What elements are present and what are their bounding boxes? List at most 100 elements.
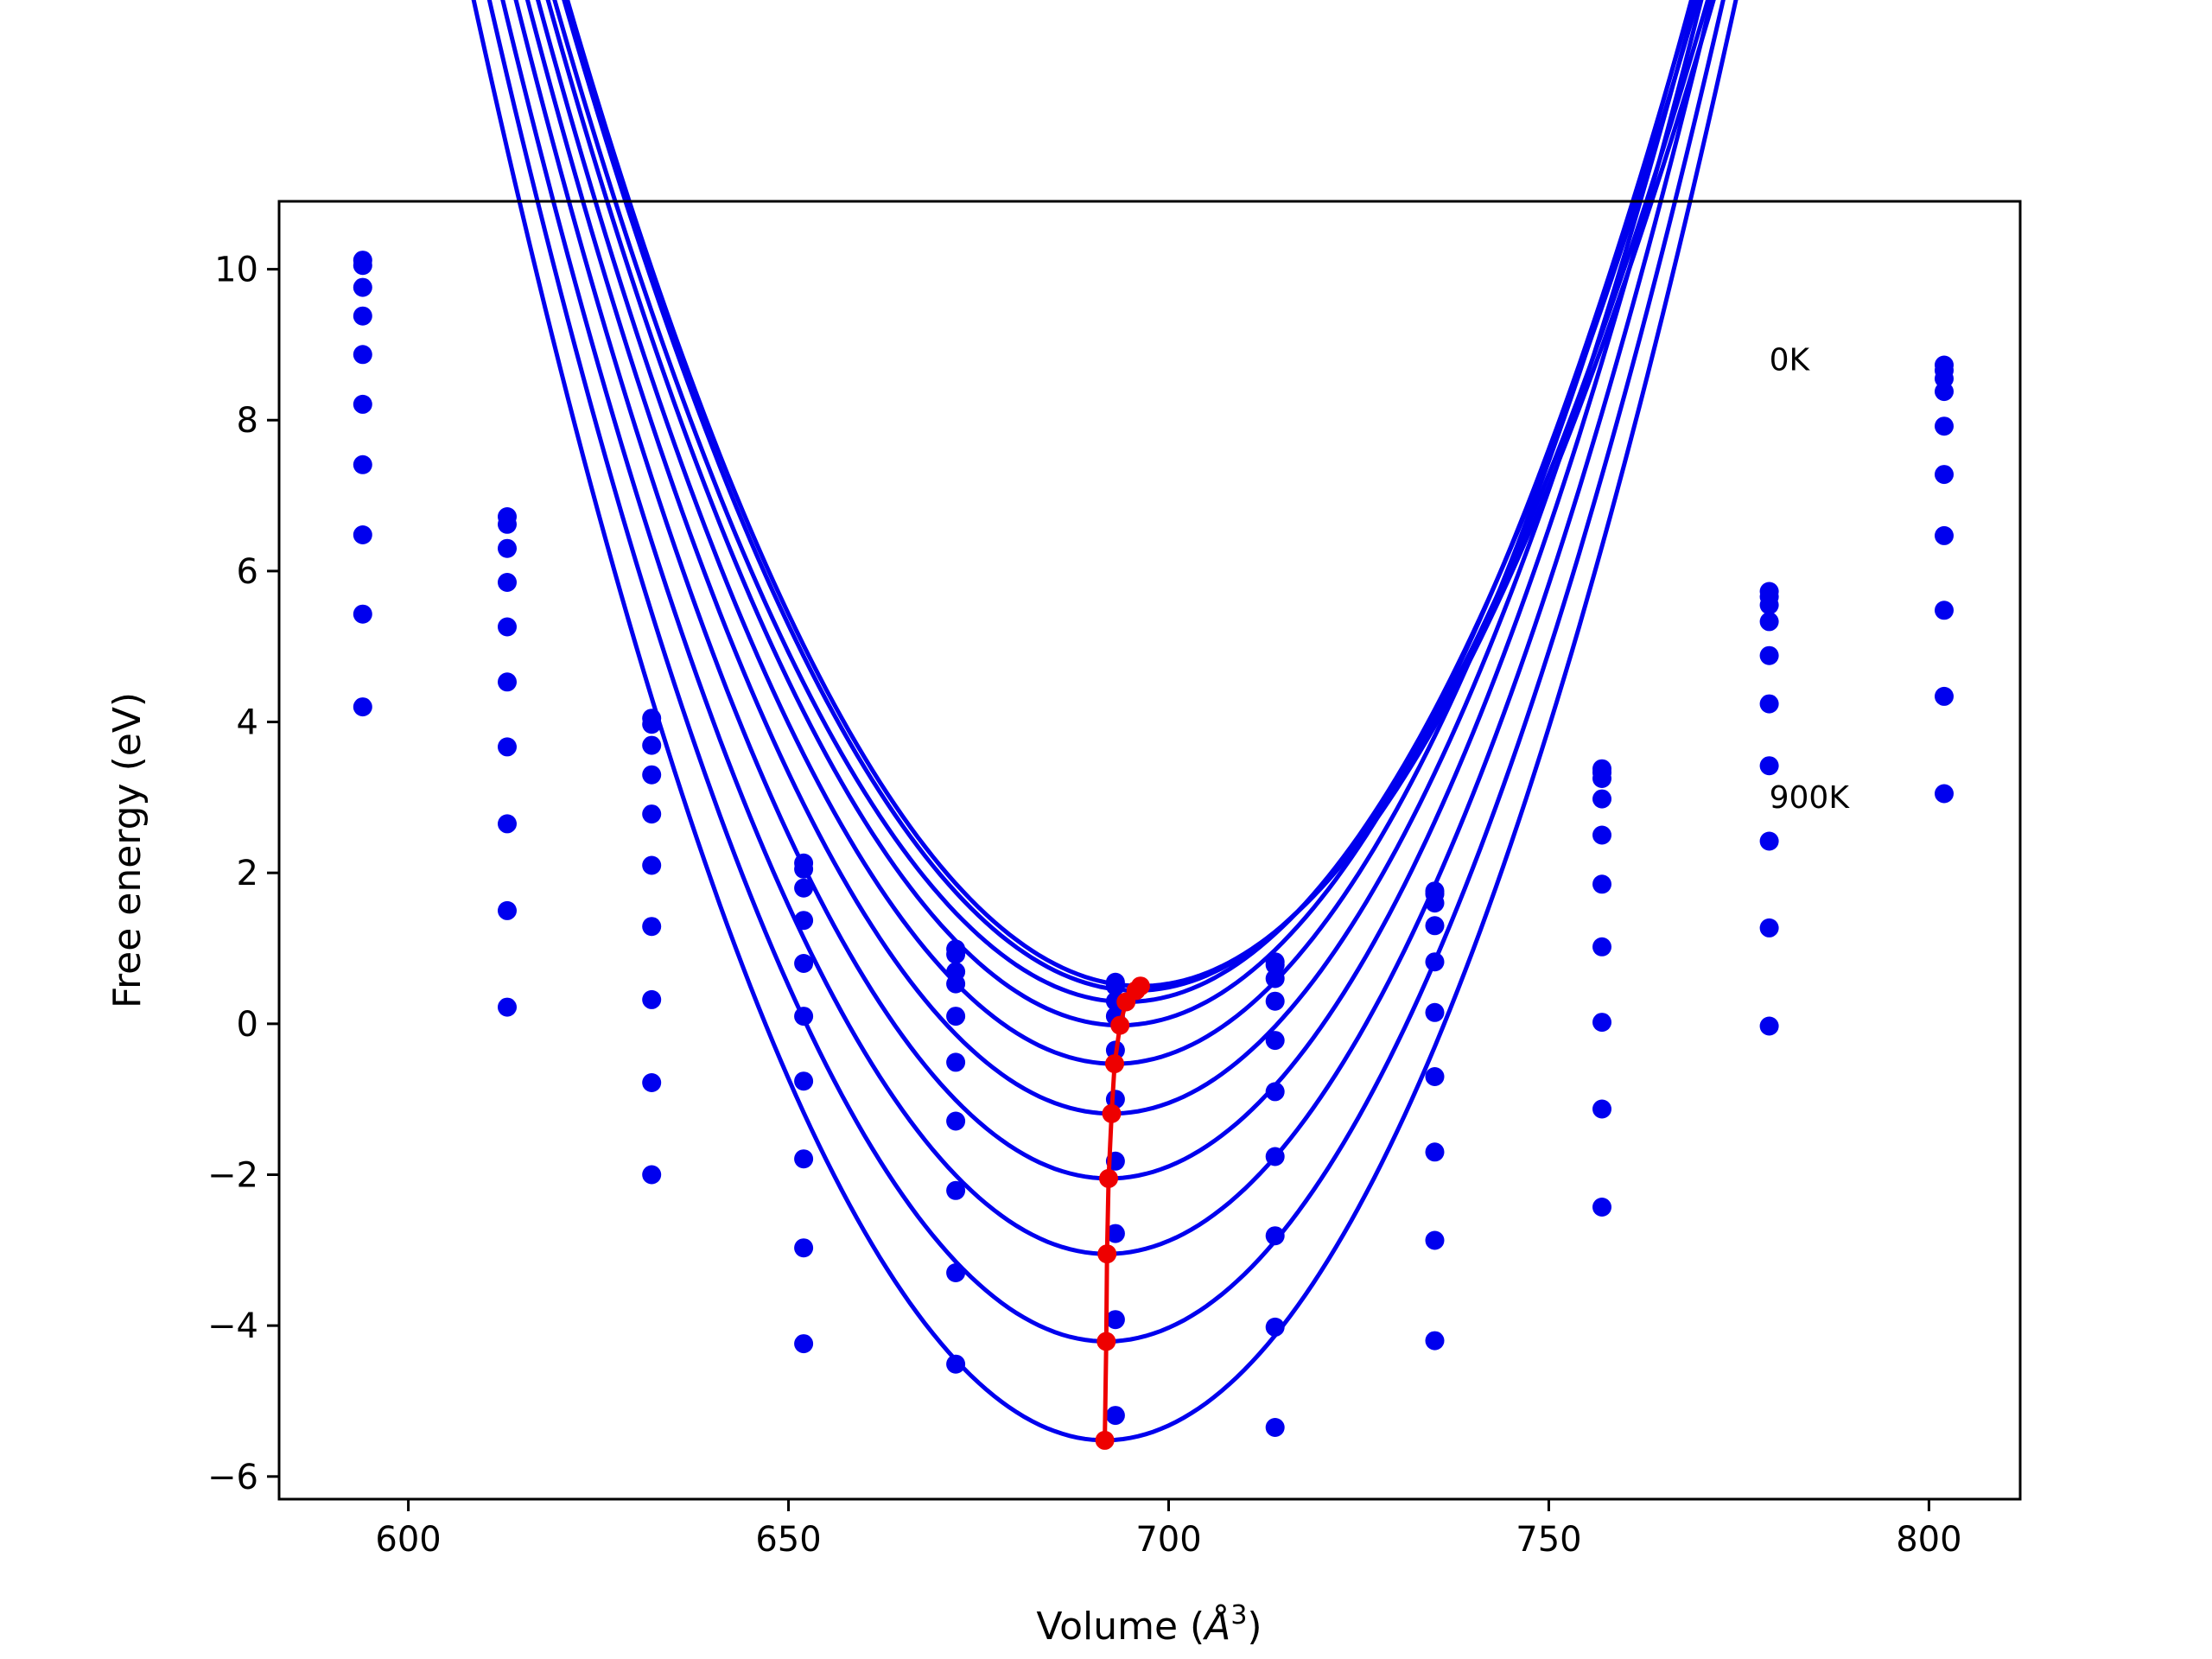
data-point-5-9 (1759, 694, 1779, 714)
x-tick-label-650: 650 (755, 1520, 821, 1560)
fit-curve-4 (535, 0, 1694, 1066)
data-point-7-10 (1935, 601, 1954, 620)
data-point-1-6 (1265, 955, 1285, 975)
data-point-7-9 (1759, 831, 1779, 851)
data-point-6-7 (1425, 1067, 1445, 1086)
minimum-point-8 (1096, 1332, 1116, 1351)
data-point-5-3 (794, 1007, 814, 1027)
data-point-7-3 (794, 1149, 814, 1169)
data-point-9-4 (946, 1354, 966, 1374)
data-point-7-7 (1425, 1142, 1445, 1162)
data-point-5-1 (498, 672, 517, 692)
data-point-2-7 (1425, 893, 1445, 913)
data-point-3-9 (1759, 612, 1779, 632)
data-point-6-2 (642, 917, 662, 937)
annotation-1: 900K (1770, 780, 1851, 816)
data-point-3-8 (1592, 789, 1611, 809)
data-point-5-2 (642, 855, 662, 875)
minimum-point-6 (1099, 1168, 1118, 1188)
y-tick-label-10: 10 (214, 251, 258, 290)
minimum-point-3 (1110, 1015, 1130, 1035)
data-point-1-4 (946, 944, 966, 964)
x-tick-label-600: 600 (375, 1520, 441, 1560)
plot-area (353, 0, 1954, 1450)
data-point-9-8 (1592, 1198, 1611, 1217)
data-point-5-10 (1935, 465, 1954, 485)
data-point-7-0 (353, 525, 372, 544)
x-axis-ticks: 600 650 700 750 800 (375, 1499, 1962, 1560)
data-point-3-1 (498, 573, 517, 592)
data-point-6-10 (1935, 525, 1954, 545)
fit-curve-1 (562, 0, 1711, 993)
data-point-6-4 (946, 1111, 966, 1131)
data-point-9-10 (1935, 784, 1954, 804)
data-point-3-6 (1265, 991, 1285, 1011)
data-point-4-6 (1265, 1031, 1285, 1051)
data-point-9-6 (1265, 1418, 1285, 1437)
y-tick-label-0: 0 (237, 1005, 258, 1045)
data-point-8-2 (642, 1073, 662, 1092)
minimum-point-5 (1102, 1103, 1122, 1123)
fit-curve-0 (565, 0, 1716, 988)
y-tick-label--2: −2 (207, 1156, 258, 1196)
x-tick-label-700: 700 (1135, 1520, 1201, 1560)
data-point-7-6 (1265, 1226, 1285, 1246)
y-tick-label-8: 8 (237, 401, 258, 441)
fit-curve-5 (524, 0, 1699, 1116)
data-point-3-2 (642, 765, 662, 785)
fit-curve-8 (486, 0, 1726, 1344)
data-point-5-0 (353, 394, 372, 414)
y-tick-label-4: 4 (237, 703, 258, 743)
fit-curve-6 (513, 0, 1704, 1181)
data-point-1-0 (353, 256, 372, 276)
minimum-point-4 (1105, 1054, 1124, 1074)
data-point-6-6 (1265, 1147, 1285, 1166)
data-point-7-1 (498, 814, 517, 834)
data-point-8-9 (1759, 918, 1779, 938)
data-point-9-2 (642, 1165, 662, 1185)
data-point-4-0 (353, 345, 372, 365)
data-point-4-8 (1592, 825, 1611, 845)
data-point-5-8 (1592, 874, 1611, 894)
data-point-9-9 (1759, 1016, 1779, 1036)
data-point-3-7 (1425, 916, 1445, 936)
fit-curve-2 (552, 0, 1700, 1004)
y-tick-label--6: −6 (207, 1458, 258, 1497)
data-point-8-7 (1425, 1230, 1445, 1250)
data-point-8-8 (1592, 1099, 1611, 1119)
y-axis-label: Free energy (eV) (105, 692, 149, 1008)
data-point-4-7 (1425, 952, 1445, 972)
data-point-8-5 (1105, 1310, 1125, 1330)
data-point-1-2 (642, 715, 662, 734)
data-point-5-4 (946, 1052, 966, 1072)
data-point-1-5 (1105, 976, 1125, 996)
data-point-9-5 (1105, 1406, 1125, 1426)
data-point-8-3 (794, 1238, 814, 1258)
data-point-9-3 (794, 1334, 814, 1354)
data-point-7-2 (642, 989, 662, 1009)
data-point-2-9 (1759, 595, 1779, 615)
data-point-7-5 (1105, 1224, 1125, 1243)
y-tick-label-6: 6 (237, 552, 258, 592)
data-point-9-7 (1425, 1331, 1445, 1351)
y-tick-label--4: −4 (207, 1306, 258, 1346)
data-point-6-0 (353, 454, 372, 474)
data-point-4-3 (794, 954, 814, 973)
x-tick-label-800: 800 (1896, 1520, 1961, 1560)
data-point-4-2 (642, 804, 662, 824)
minimum-point-9 (1095, 1430, 1115, 1450)
data-point-8-10 (1935, 686, 1954, 706)
y-axis-ticks: −6 −4 −2 0 2 4 6 8 10 (207, 251, 279, 1497)
data-point-8-0 (353, 604, 372, 624)
data-point-8-4 (946, 1263, 966, 1282)
data-point-3-0 (353, 306, 372, 326)
fit-curve-7 (500, 0, 1714, 1256)
data-point-2-1 (498, 538, 517, 558)
annotations: 0K 900K (1770, 342, 1851, 815)
y-tick-label-2: 2 (237, 854, 258, 893)
data-point-1-3 (794, 859, 814, 879)
data-point-6-1 (498, 737, 517, 757)
data-point-2-6 (1265, 969, 1285, 988)
data-point-3-10 (1935, 382, 1954, 402)
